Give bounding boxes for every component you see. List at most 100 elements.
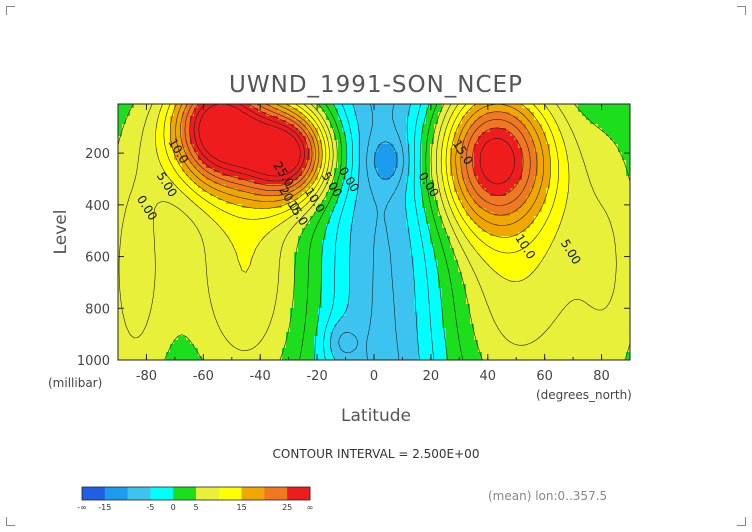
- field-cell: [230, 236, 235, 241]
- field-cell: [298, 164, 303, 169]
- field-cell: [342, 172, 347, 177]
- field-cell: [222, 112, 227, 117]
- field-cell: [274, 240, 279, 245]
- field-cell: [174, 172, 179, 177]
- field-cell: [118, 212, 123, 217]
- field-cell: [294, 172, 299, 177]
- field-cell: [478, 184, 483, 189]
- field-cell: [554, 228, 559, 233]
- field-cell: [190, 224, 195, 229]
- field-cell: [338, 220, 343, 225]
- field-cell: [166, 128, 171, 133]
- field-cell: [334, 196, 339, 201]
- field-cell: [498, 200, 503, 205]
- field-cell: [426, 220, 431, 225]
- field-cell: [570, 220, 575, 225]
- field-cell: [234, 196, 239, 201]
- field-cell: [558, 248, 563, 253]
- field-cell: [526, 188, 531, 193]
- field-cell: [146, 128, 151, 133]
- field-cell: [502, 120, 507, 125]
- field-cell: [254, 152, 259, 157]
- field-cell: [438, 160, 443, 165]
- field-cell: [542, 236, 547, 241]
- field-cell: [262, 256, 267, 261]
- field-cell: [246, 144, 251, 149]
- field-cell: [334, 252, 339, 257]
- field-cell: [266, 168, 271, 173]
- field-cell: [558, 168, 563, 173]
- field-cell: [594, 128, 599, 133]
- field-cell: [138, 184, 143, 189]
- field-cell: [174, 124, 179, 129]
- field-cell: [422, 164, 427, 169]
- field-cell: [538, 108, 543, 113]
- field-cell: [190, 184, 195, 189]
- field-cell: [158, 136, 163, 141]
- field-cell: [322, 228, 327, 233]
- field-cell: [262, 184, 267, 189]
- field-cell: [358, 136, 363, 141]
- field-cell: [594, 140, 599, 145]
- field-cell: [378, 244, 383, 249]
- field-cell: [498, 216, 503, 221]
- field-cell: [434, 180, 439, 185]
- field-cell: [534, 108, 539, 113]
- field-cell: [346, 184, 351, 189]
- field-cell: [530, 212, 535, 217]
- field-cell: [194, 188, 199, 193]
- field-cell: [230, 124, 235, 129]
- field-cell: [210, 208, 215, 213]
- field-cell: [134, 208, 139, 213]
- field-cell: [182, 120, 187, 125]
- field-cell: [334, 240, 339, 245]
- field-cell: [614, 208, 619, 213]
- field-cell: [610, 252, 615, 257]
- field-cell: [182, 140, 187, 145]
- field-cell: [502, 228, 507, 233]
- field-cell: [246, 228, 251, 233]
- field-cell: [514, 164, 519, 169]
- field-cell: [306, 144, 311, 149]
- field-cell: [498, 188, 503, 193]
- field-cell: [334, 216, 339, 221]
- field-cell: [574, 228, 579, 233]
- field-cell: [506, 108, 511, 113]
- field-cell: [290, 104, 295, 109]
- field-cell: [538, 224, 543, 229]
- field-cell: [230, 252, 235, 257]
- field-cell: [382, 188, 387, 193]
- field-cell: [502, 132, 507, 137]
- field-cell: [198, 240, 203, 245]
- field-cell: [222, 236, 227, 241]
- field-cell: [202, 136, 207, 141]
- field-cell: [450, 212, 455, 217]
- field-cell: [234, 132, 239, 137]
- field-cell: [166, 192, 171, 197]
- field-cell: [242, 184, 247, 189]
- field-cell: [366, 200, 371, 205]
- field-cell: [278, 240, 283, 245]
- field-cell: [274, 216, 279, 221]
- field-cell: [390, 240, 395, 245]
- field-cell: [166, 256, 171, 261]
- field-cell: [486, 228, 491, 233]
- field-cell: [454, 184, 459, 189]
- field-cell: [582, 196, 587, 201]
- field-cell: [566, 120, 571, 125]
- field-cell: [246, 156, 251, 161]
- field-cell: [122, 196, 127, 201]
- field-cell: [246, 160, 251, 165]
- field-cell: [426, 204, 431, 209]
- field-cell: [490, 160, 495, 165]
- field-cell: [154, 188, 159, 193]
- field-cell: [450, 172, 455, 177]
- field-cell: [314, 132, 319, 137]
- field-cell: [618, 176, 623, 181]
- field-cell: [466, 140, 471, 145]
- field-cell: [570, 204, 575, 209]
- field-cell: [190, 140, 195, 145]
- field-cell: [194, 120, 199, 125]
- field-cell: [442, 224, 447, 229]
- field-cell: [370, 228, 375, 233]
